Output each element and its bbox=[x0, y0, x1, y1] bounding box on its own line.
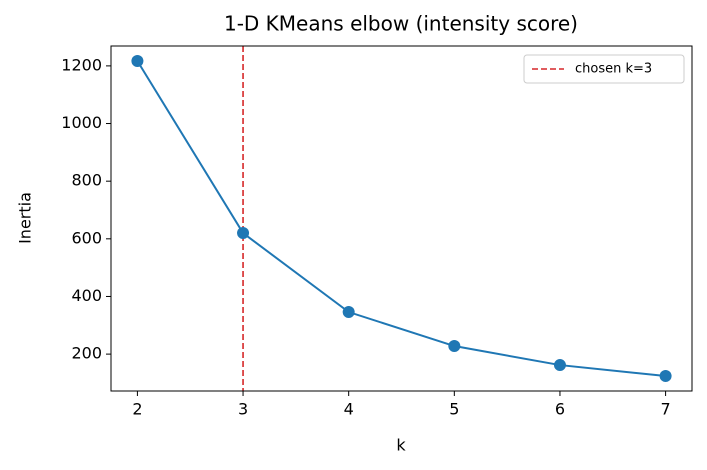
x-tick-label: 5 bbox=[449, 400, 459, 419]
legend-box bbox=[523, 54, 685, 84]
y-tick-label: 400 bbox=[71, 286, 102, 305]
y-axis-label: Inertia bbox=[16, 192, 35, 244]
point bbox=[237, 227, 250, 240]
point bbox=[448, 340, 461, 353]
x-axis-label: k bbox=[396, 436, 406, 455]
y-tick-label: 1000 bbox=[61, 113, 102, 132]
point bbox=[131, 54, 144, 67]
chart-title: 1-D KMeans elbow (intensity score) bbox=[224, 12, 578, 36]
legend-label: chosen k=3 bbox=[575, 62, 652, 77]
line bbox=[136, 60, 666, 378]
x-tick-label: 4 bbox=[344, 400, 354, 419]
point bbox=[342, 306, 355, 319]
point bbox=[553, 359, 566, 372]
y-tick-label: 800 bbox=[71, 171, 102, 190]
point bbox=[659, 370, 672, 383]
y-tick-label: 600 bbox=[71, 228, 102, 247]
y-tick-label: 1200 bbox=[61, 55, 102, 74]
plot-frame bbox=[110, 45, 693, 392]
x-tick-label: 3 bbox=[238, 400, 248, 419]
x-tick-label: 6 bbox=[555, 400, 565, 419]
x-tick-label: 7 bbox=[660, 400, 670, 419]
y-tick-label: 200 bbox=[71, 344, 102, 363]
x-tick-label: 2 bbox=[132, 400, 142, 419]
